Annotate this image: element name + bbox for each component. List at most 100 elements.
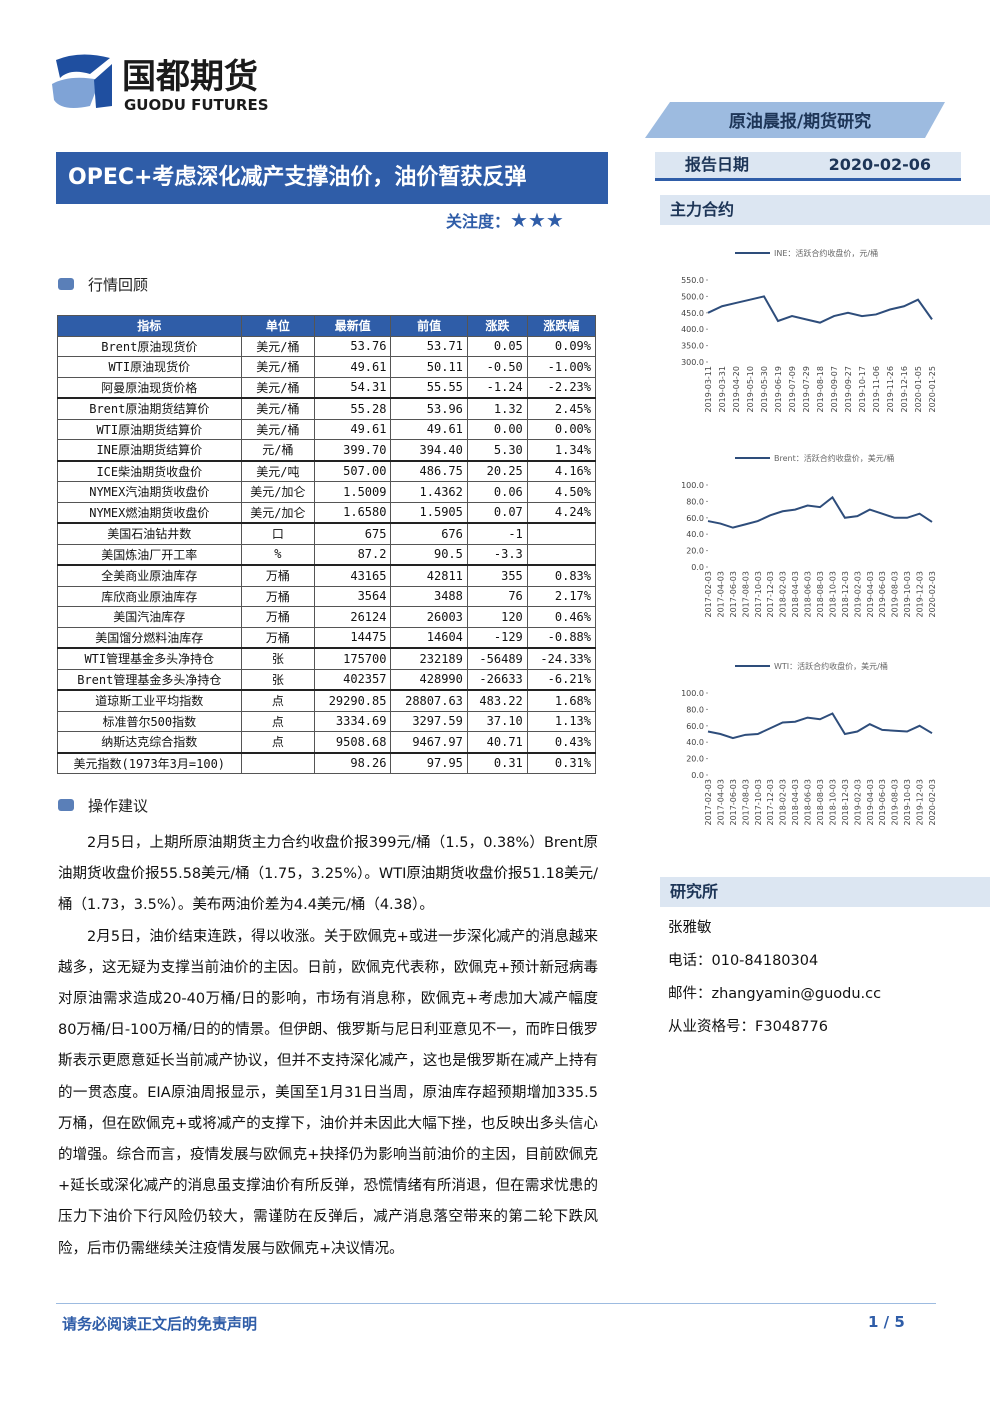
- x-tick-label: 2019-10-17: [858, 366, 867, 413]
- table-cell: 3297.59: [390, 710, 468, 732]
- x-tick-label: 2018-02-03: [779, 779, 788, 826]
- table-cell: 3488: [390, 585, 468, 607]
- x-tick-label: 2020-02-03: [928, 571, 937, 618]
- table-cell: 1.6580: [314, 501, 392, 524]
- line-chart: 300.0 350.0 400.0 450.0 500.0 550.0 2019-03-11…: [681, 248, 937, 413]
- report-type: 原油晨报/期货研究: [729, 111, 871, 132]
- column-header: 涨跌幅: [526, 315, 597, 337]
- table-cell: 美国汽油库存: [57, 606, 242, 628]
- y-tick-label: 60.0: [686, 722, 704, 731]
- table-cell: 37.10: [466, 710, 528, 732]
- table-cell: 55.28: [314, 397, 392, 420]
- table-cell: [526, 522, 597, 545]
- table-row: WTI原油期货结算价 美元/桶 49.61 49.61 0.00 0.00%: [57, 418, 597, 440]
- table-cell: 点: [240, 710, 316, 732]
- table-cell: NYMEX燃油期货收盘价: [57, 501, 242, 524]
- table-cell: 98.26: [314, 752, 392, 774]
- table-cell: 483.22: [466, 689, 528, 712]
- table-cell: 53.71: [390, 335, 468, 357]
- table-cell: 0.83%: [526, 564, 597, 587]
- x-tick-label: 2018-10-03: [828, 571, 837, 618]
- table-cell: 49.61: [390, 418, 468, 440]
- x-tick-label: 2020-02-03: [928, 779, 937, 826]
- table-cell: %: [240, 543, 316, 566]
- table-cell: 355: [466, 564, 528, 587]
- table-cell: 2.45%: [526, 397, 597, 420]
- logo: 国都期货 GUODU FUTURES: [52, 54, 269, 114]
- legend-label: INE：活跃合约收盘价，元/桶: [774, 248, 878, 258]
- x-tick-label: 2019-10-03: [903, 571, 912, 618]
- x-tick-label: 2019-02-03: [853, 571, 862, 618]
- x-tick-label: 2018-08-03: [816, 571, 825, 618]
- phone: 电话：010-84180304: [668, 953, 819, 969]
- legend-label: Brent：活跃合约收盘价，美元/桶: [774, 453, 894, 463]
- table-row: 阿曼原油现货价格 美元/桶 54.31 55.55 -1.24 -2.23%: [57, 376, 597, 399]
- table-row: 全美商业原油库存 万桶 43165 42811 355 0.83%: [57, 564, 597, 587]
- table-cell: 87.2: [314, 543, 392, 566]
- x-tick-label: 2018-06-03: [804, 571, 813, 618]
- x-tick-label: 2017-10-03: [754, 571, 763, 618]
- footer-rule: [56, 1303, 936, 1304]
- table-cell: 2.17%: [526, 585, 597, 607]
- x-tick-label: 2018-08-03: [816, 779, 825, 826]
- x-tick-label: 2019-08-03: [891, 571, 900, 618]
- x-tick-label: 2019-06-03: [878, 571, 887, 618]
- x-tick-label: 2019-09-07: [830, 366, 839, 413]
- table-cell: 29290.85: [314, 689, 392, 712]
- table-cell: 486.75: [390, 460, 468, 482]
- x-tick-label: 2018-12-03: [841, 779, 850, 826]
- table-cell: 美元/桶: [240, 418, 316, 440]
- table-cell: Brent原油期货结算价: [57, 397, 242, 420]
- y-tick-label: 450.0: [681, 309, 704, 318]
- table-cell: -6.21%: [526, 668, 597, 691]
- x-tick-label: 2017-12-03: [766, 779, 775, 826]
- table-cell: 阿曼原油现货价格: [57, 376, 242, 399]
- table-cell: -1.00%: [526, 356, 597, 378]
- logo-cn: 国都期货: [122, 57, 258, 97]
- table-cell: 43165: [314, 564, 392, 587]
- disclaimer: 请务必阅读正文后的免责声明: [62, 1315, 258, 1333]
- section-title: 行情回顾: [88, 276, 149, 294]
- table-row: NYMEX燃油期货收盘价 美元/加仑 1.6580 1.5905 0.07 4.24%: [57, 501, 597, 524]
- table-row: WTI原油现货价 美元/桶 49.61 50.11 -0.50 -1.00%: [57, 356, 597, 378]
- table-cell: 9467.97: [390, 731, 468, 754]
- table-cell: 张: [240, 647, 316, 670]
- section-title: 操作建议: [88, 797, 149, 815]
- column-header: 最新值: [314, 315, 392, 337]
- column-header: 前值: [390, 315, 468, 337]
- y-tick-label: 300.0: [681, 358, 704, 367]
- page-number: 1 / 5: [868, 1313, 905, 1331]
- table-cell: -2.23%: [526, 376, 597, 399]
- table-cell: 402357: [314, 668, 392, 691]
- license: 从业资格号：F3048776: [668, 1019, 828, 1035]
- x-tick-label: 2017-12-03: [766, 571, 775, 618]
- table-row: Brent管理基金多头净持仓张 402357 428990 -26633 -6.21%: [57, 668, 597, 691]
- table-cell: -3.3: [466, 543, 528, 566]
- y-tick-label: 100.0: [681, 481, 704, 490]
- section-advice: 操作建议: [58, 795, 148, 816]
- x-tick-label: 2017-06-03: [729, 571, 738, 618]
- table-cell: -0.88%: [526, 626, 597, 649]
- line-series: [707, 295, 933, 324]
- table-cell: 120: [466, 606, 528, 628]
- x-tick-label: 2019-12-16: [900, 366, 909, 413]
- table-cell: 点: [240, 731, 316, 754]
- x-tick-label: 2020-01-25: [928, 366, 937, 413]
- y-tick-label: 60.0: [686, 514, 704, 523]
- table-cell: 0.43%: [526, 731, 597, 754]
- y-tick-label: 0.0: [691, 563, 704, 572]
- line-series: [707, 495, 933, 529]
- report-title: OPEC+考虑深化减产支撑油价，油价暂获反弹: [56, 152, 608, 204]
- table-cell: 0.07: [466, 501, 528, 524]
- logo-en: GUODU FUTURES: [124, 96, 269, 114]
- table-cell: 0.31%: [526, 752, 597, 774]
- table-cell: 53.76: [314, 335, 392, 357]
- table-cell: 纳斯达克综合指数: [57, 731, 242, 754]
- market-table: 指标 单位 最新值 前值 涨跌 涨跌幅 Brent原油现货价 美元/桶 53.76 53.71 0.…: [57, 315, 597, 774]
- x-tick-label: 2019-06-03: [878, 779, 887, 826]
- table-cell: 4.16%: [526, 460, 597, 482]
- table-cell: 0.00: [466, 418, 528, 440]
- table-cell: 0.09%: [526, 335, 597, 357]
- table-cell: 50.11: [390, 356, 468, 378]
